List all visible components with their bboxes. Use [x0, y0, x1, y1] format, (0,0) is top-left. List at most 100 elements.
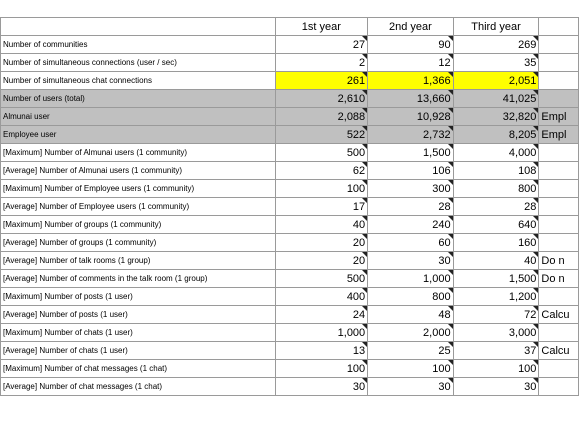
year1-value-cell[interactable]: 2,610 [274, 89, 369, 108]
year2-value-cell[interactable]: 106 [367, 161, 454, 180]
year1-value-cell[interactable]: 100 [274, 179, 369, 198]
year3-value-cell[interactable]: 35 [452, 53, 540, 72]
row-label-cell[interactable]: [Average] Number of chat messages (1 cha… [0, 377, 276, 396]
year1-value-cell[interactable]: 261 [274, 71, 369, 90]
year1-value-cell[interactable]: 27 [274, 35, 369, 54]
year2-value-cell[interactable]: 2,732 [367, 125, 454, 144]
extra-note-cell[interactable] [538, 89, 579, 108]
extra-note-cell[interactable]: Empl [538, 107, 579, 126]
row-label-cell[interactable]: [Average] Number of comments in the talk… [0, 269, 276, 288]
year3-value-cell[interactable]: 269 [452, 35, 540, 54]
extra-note-cell[interactable]: Calcu [538, 305, 579, 324]
extra-note-cell[interactable]: Do n [538, 269, 579, 288]
row-label-cell[interactable]: Almunai user [0, 107, 276, 126]
year3-value-cell[interactable]: 1,500 [452, 269, 540, 288]
row-label-cell[interactable]: Number of simultaneous connections (user… [0, 53, 276, 72]
year2-value-cell[interactable]: 1,000 [367, 269, 454, 288]
extra-note-cell[interactable] [538, 53, 579, 72]
row-label-cell[interactable]: [Average] Number of posts (1 user) [0, 305, 276, 324]
year3-value-cell[interactable]: 41,025 [452, 89, 540, 108]
extra-note-cell[interactable] [538, 287, 579, 306]
year1-value-cell[interactable]: 1,000 [274, 323, 369, 342]
extra-note-cell[interactable] [538, 71, 579, 90]
extra-note-cell[interactable] [538, 233, 579, 252]
row-label-cell[interactable]: [Maximum] Number of groups (1 community) [0, 215, 276, 234]
extra-note-cell[interactable] [538, 143, 579, 162]
extra-note-cell[interactable]: Do n [538, 251, 579, 270]
extra-note-cell[interactable] [538, 377, 579, 396]
year3-value-cell[interactable]: 100 [452, 359, 540, 378]
year3-value-cell[interactable]: 108 [452, 161, 540, 180]
year1-value-cell[interactable]: 13 [274, 341, 369, 360]
year3-value-cell[interactable]: 3,000 [452, 323, 540, 342]
row-label-cell[interactable]: Number of users (total) [0, 89, 276, 108]
row-label-cell[interactable]: Number of simultaneous chat connections [0, 71, 276, 90]
year2-value-cell[interactable]: 13,660 [367, 89, 454, 108]
year1-value-cell[interactable]: 100 [274, 359, 369, 378]
year3-value-cell[interactable]: 1,200 [452, 287, 540, 306]
extra-note-cell[interactable]: Calcu [538, 341, 579, 360]
row-label-cell[interactable]: Employee user [0, 125, 276, 144]
year1-value-cell[interactable]: 24 [274, 305, 369, 324]
year2-value-cell[interactable]: 240 [367, 215, 454, 234]
year2-value-cell[interactable]: 25 [367, 341, 454, 360]
extra-note-cell[interactable] [538, 35, 579, 54]
year3-value-cell[interactable]: 640 [452, 215, 540, 234]
year3-value-cell[interactable]: 30 [452, 377, 540, 396]
year2-value-cell[interactable]: 28 [367, 197, 454, 216]
year2-value-cell[interactable]: 30 [367, 251, 454, 270]
year1-value-cell[interactable]: 62 [274, 161, 369, 180]
year2-value-cell[interactable]: 1,500 [367, 143, 454, 162]
row-label-cell[interactable]: [Maximum] Number of Almunai users (1 com… [0, 143, 276, 162]
header-year3-cell[interactable]: Third year [452, 17, 540, 36]
extra-note-cell[interactable] [538, 215, 579, 234]
extra-note-cell[interactable] [538, 197, 579, 216]
year3-value-cell[interactable]: 32,820 [452, 107, 540, 126]
row-label-cell[interactable]: [Maximum] Number of chat messages (1 cha… [0, 359, 276, 378]
year2-value-cell[interactable]: 800 [367, 287, 454, 306]
year1-value-cell[interactable]: 40 [274, 215, 369, 234]
year3-value-cell[interactable]: 4,000 [452, 143, 540, 162]
extra-note-cell[interactable]: Empl [538, 125, 579, 144]
year2-value-cell[interactable]: 10,928 [367, 107, 454, 126]
extra-note-cell[interactable] [538, 359, 579, 378]
header-year2-cell[interactable]: 2nd year [367, 17, 454, 36]
extra-note-cell[interactable] [538, 161, 579, 180]
year3-value-cell[interactable]: 40 [452, 251, 540, 270]
year1-value-cell[interactable]: 20 [274, 251, 369, 270]
extra-note-cell[interactable] [538, 179, 579, 198]
row-label-cell[interactable]: [Maximum] Number of chats (1 user) [0, 323, 276, 342]
year2-value-cell[interactable]: 48 [367, 305, 454, 324]
year2-value-cell[interactable]: 30 [367, 377, 454, 396]
year3-value-cell[interactable]: 2,051 [452, 71, 540, 90]
year1-value-cell[interactable]: 400 [274, 287, 369, 306]
year1-value-cell[interactable]: 500 [274, 143, 369, 162]
year2-value-cell[interactable]: 2,000 [367, 323, 454, 342]
row-label-cell[interactable]: [Maximum] Number of posts (1 user) [0, 287, 276, 306]
year1-value-cell[interactable]: 30 [274, 377, 369, 396]
row-label-cell[interactable]: [Average] Number of Almunai users (1 com… [0, 161, 276, 180]
year2-value-cell[interactable]: 90 [367, 35, 454, 54]
year3-value-cell[interactable]: 37 [452, 341, 540, 360]
row-label-cell[interactable]: [Average] Number of Employee users (1 co… [0, 197, 276, 216]
year1-value-cell[interactable]: 522 [274, 125, 369, 144]
header-year1-cell[interactable]: 1st year [274, 17, 369, 36]
row-label-cell[interactable]: [Maximum] Number of Employee users (1 co… [0, 179, 276, 198]
year1-value-cell[interactable]: 2 [274, 53, 369, 72]
year2-value-cell[interactable]: 1,366 [367, 71, 454, 90]
year2-value-cell[interactable]: 100 [367, 359, 454, 378]
year3-value-cell[interactable]: 28 [452, 197, 540, 216]
year1-value-cell[interactable]: 20 [274, 233, 369, 252]
row-label-cell[interactable]: [Average] Number of groups (1 community) [0, 233, 276, 252]
year3-value-cell[interactable]: 8,205 [452, 125, 540, 144]
year3-value-cell[interactable]: 160 [452, 233, 540, 252]
year1-value-cell[interactable]: 17 [274, 197, 369, 216]
header-corner-cell[interactable] [0, 17, 276, 36]
row-label-cell[interactable]: Number of communities [0, 35, 276, 54]
extra-note-cell[interactable] [538, 323, 579, 342]
year3-value-cell[interactable]: 800 [452, 179, 540, 198]
year3-value-cell[interactable]: 72 [452, 305, 540, 324]
year2-value-cell[interactable]: 300 [367, 179, 454, 198]
row-label-cell[interactable]: [Average] Number of chats (1 user) [0, 341, 276, 360]
header-extra-cell[interactable] [538, 17, 579, 36]
